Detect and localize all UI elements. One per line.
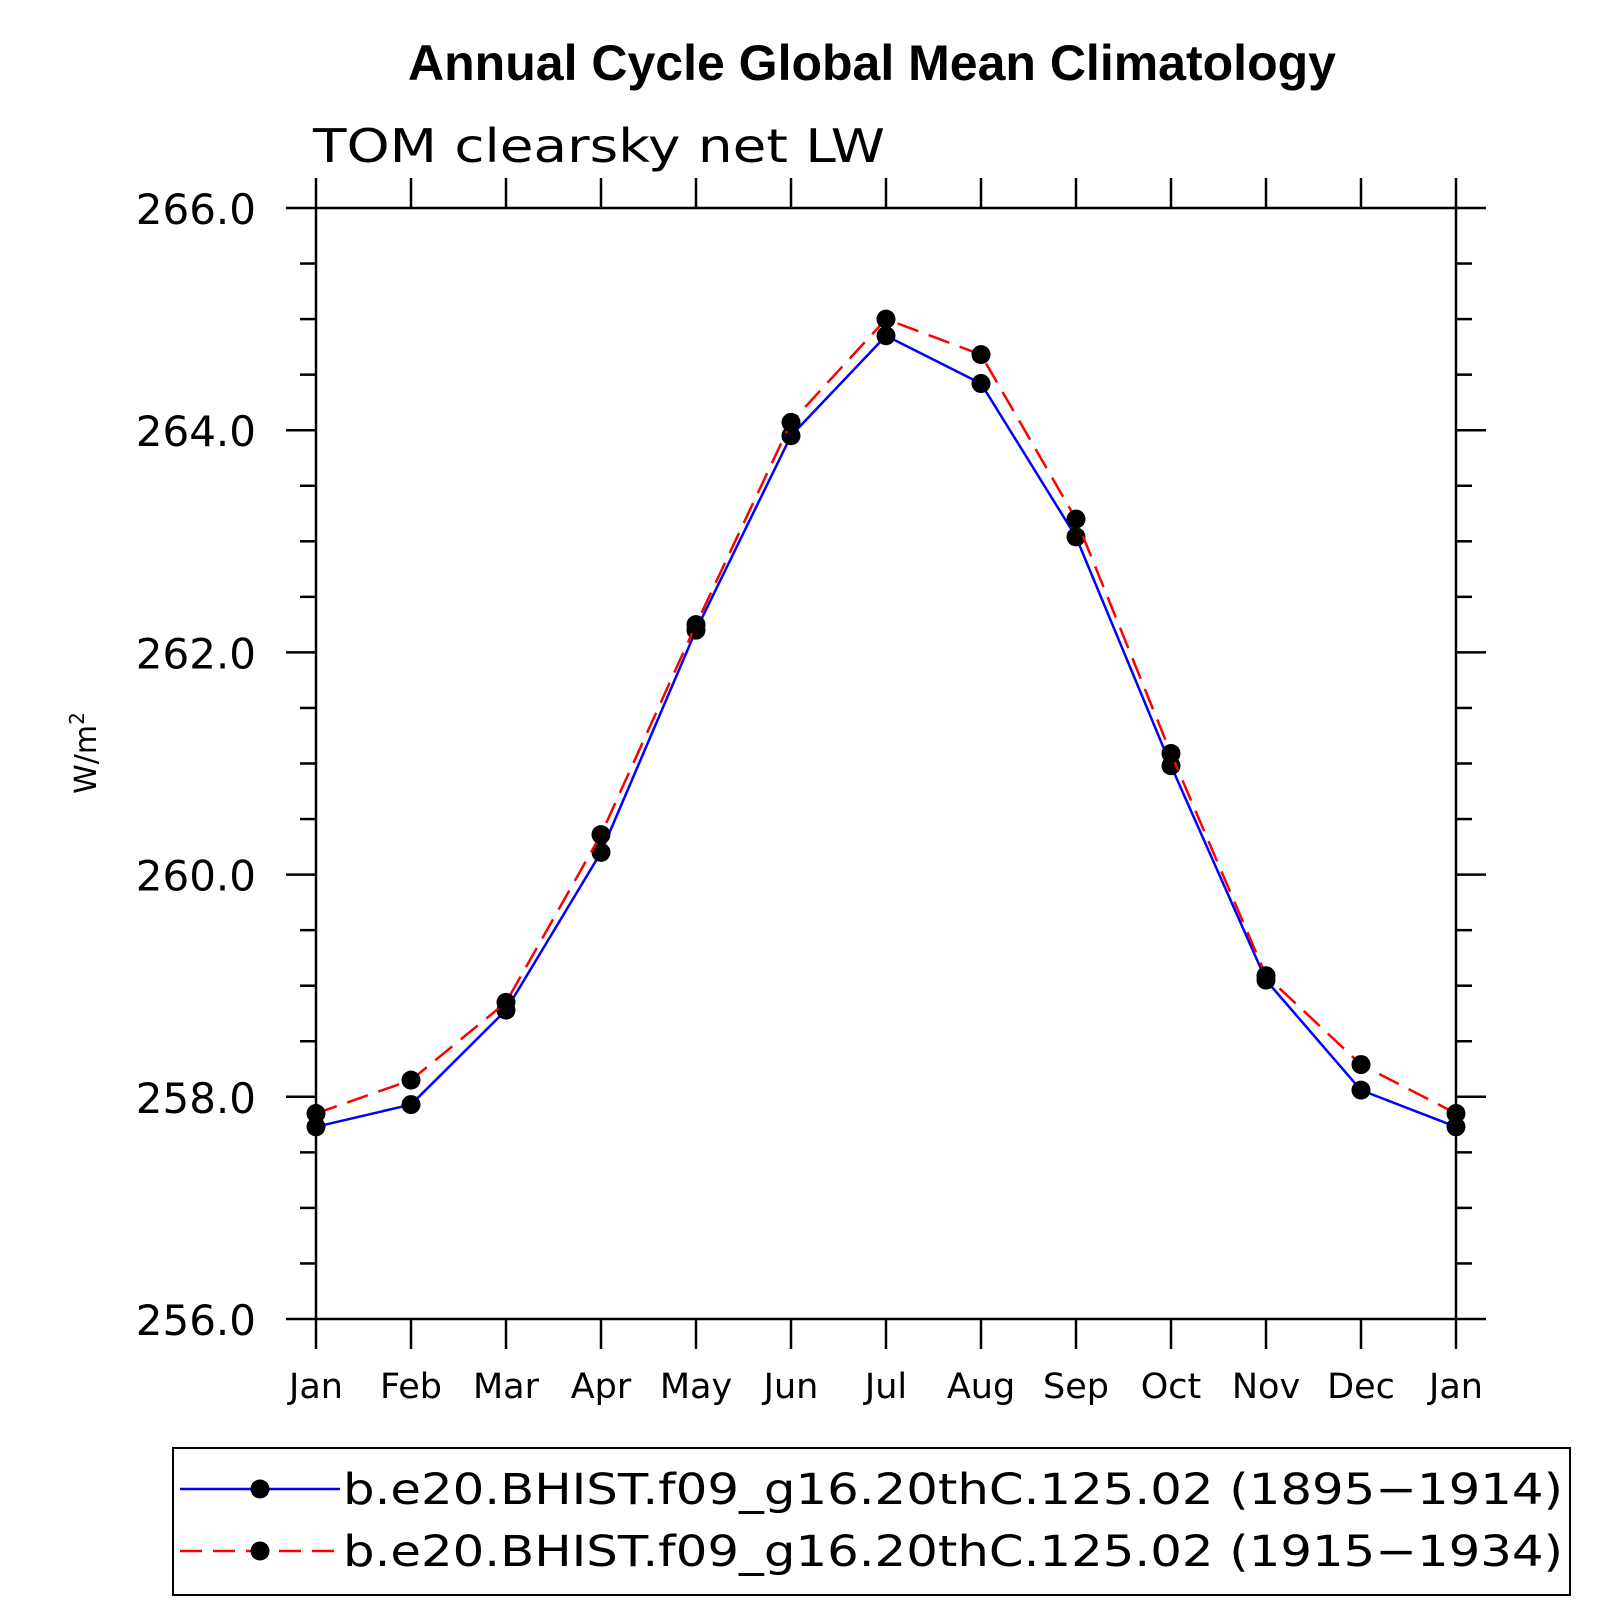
series-2-point bbox=[1351, 1055, 1371, 1075]
y-tick-label: 260.0 bbox=[136, 852, 256, 901]
x-tick-label: Aug bbox=[947, 1367, 1015, 1407]
series-2-point bbox=[1066, 509, 1086, 529]
y-axis-label: W/m2 bbox=[65, 712, 104, 794]
y-tick-label: 258.0 bbox=[136, 1074, 256, 1123]
y-axis-label-text: W/m bbox=[69, 725, 104, 794]
x-tick-label: Jun bbox=[762, 1367, 819, 1407]
legend-label-series-2: b.e20.BHIST.f09_g16.20thC.125.02 (1915−1… bbox=[343, 1527, 1563, 1577]
legend-box bbox=[172, 1447, 1571, 1596]
series-2-line bbox=[315, 317, 1457, 1115]
legend-marker-series-1 bbox=[250, 1479, 270, 1499]
series-2-point bbox=[1256, 966, 1276, 986]
legend-label-series-1: b.e20.BHIST.f09_g16.20thC.125.02 (1895−1… bbox=[343, 1465, 1563, 1515]
y-axis-label-superscript: 2 bbox=[65, 712, 89, 725]
plot-frame bbox=[314, 206, 1458, 1321]
series-1-point bbox=[306, 1117, 326, 1137]
series-2-point bbox=[401, 1070, 421, 1090]
series-2-point bbox=[971, 345, 991, 365]
series-layer bbox=[306, 309, 1466, 1137]
y-tick-label: 266.0 bbox=[136, 185, 256, 234]
x-tick-label: Dec bbox=[1327, 1367, 1395, 1407]
series-1-point bbox=[1446, 1117, 1466, 1137]
series-1-point bbox=[591, 842, 611, 862]
x-tick-label: Mar bbox=[473, 1367, 540, 1407]
x-tick-label: Feb bbox=[380, 1367, 442, 1407]
series-2-point bbox=[1446, 1103, 1466, 1123]
legend-marker-series-2 bbox=[250, 1541, 270, 1561]
x-tick-label: Nov bbox=[1232, 1367, 1300, 1407]
series-2-point bbox=[1161, 744, 1181, 764]
y-tick-label: 262.0 bbox=[136, 629, 256, 678]
series-2-point bbox=[781, 412, 801, 432]
y-axis-ticks: 256.0 258.0 260.0 262.0 264.0 266.0 bbox=[136, 185, 1486, 1345]
x-tick-label: Jan bbox=[1427, 1367, 1483, 1407]
series-1-point bbox=[876, 326, 896, 346]
series-2-point bbox=[686, 615, 706, 635]
y-tick-label: 256.0 bbox=[136, 1296, 256, 1345]
series-1-line bbox=[315, 334, 1457, 1129]
x-tick-label: Jan bbox=[287, 1367, 343, 1407]
y-tick-label: 264.0 bbox=[136, 407, 256, 456]
series-1 bbox=[306, 326, 1466, 1137]
series-2-point bbox=[591, 825, 611, 845]
x-axis-ticks: Jan Feb Mar Apr May Jun Jul Aug Sep Oct Nov Dec Jan bbox=[287, 178, 1483, 1407]
chart-title: Annual Cycle Global Mean Climatology bbox=[408, 35, 1336, 91]
series-1-point bbox=[971, 374, 991, 394]
series-2-point bbox=[306, 1103, 326, 1123]
series-2-point bbox=[876, 309, 896, 329]
x-tick-label: Sep bbox=[1043, 1367, 1109, 1407]
chart-subtitle: TOM clearsky net LW bbox=[312, 119, 885, 173]
series-2-point bbox=[496, 992, 516, 1012]
series-2 bbox=[306, 309, 1466, 1123]
x-tick-label: May bbox=[660, 1367, 732, 1407]
x-tick-label: Oct bbox=[1141, 1367, 1202, 1407]
series-1-point bbox=[1351, 1080, 1371, 1100]
x-tick-label: Jul bbox=[863, 1367, 907, 1407]
legend: b.e20.BHIST.f09_g16.20thC.125.02 (1895−1… bbox=[172, 1447, 1571, 1596]
x-tick-label: Apr bbox=[571, 1367, 632, 1407]
plot-border bbox=[314, 206, 1458, 1321]
series-1-point bbox=[401, 1095, 421, 1115]
series-1-point bbox=[1066, 527, 1086, 547]
